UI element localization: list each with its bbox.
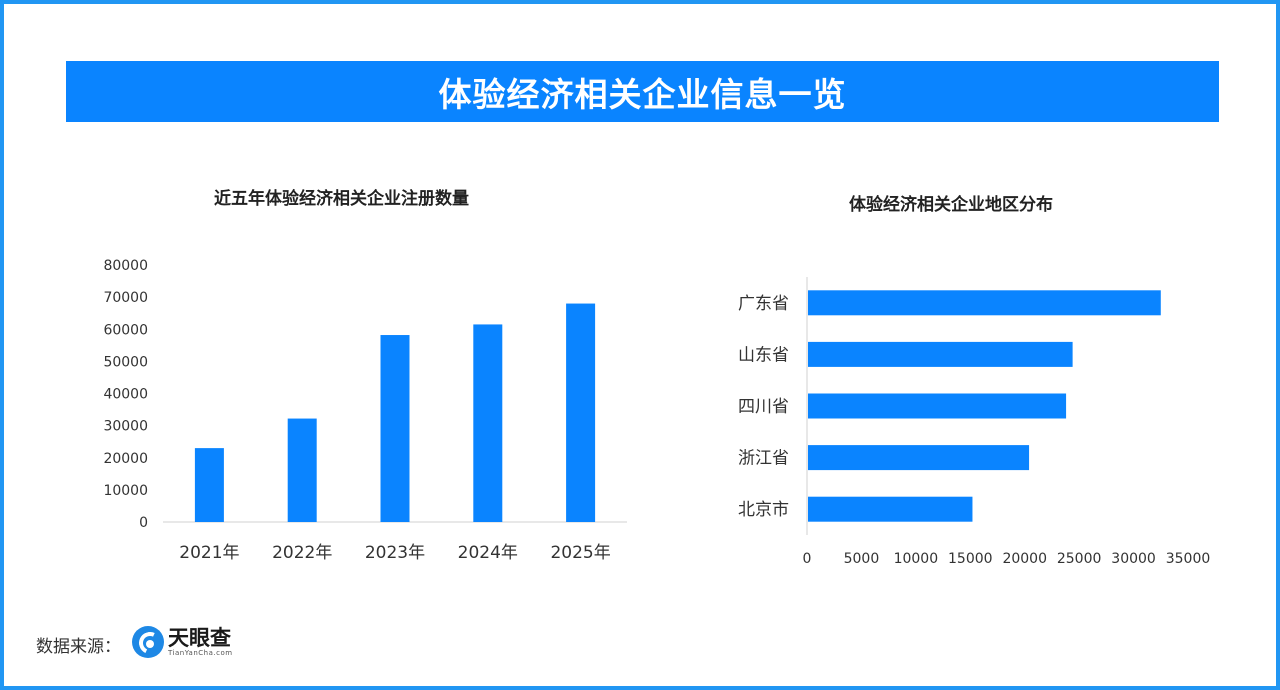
header-banner: 体验经济相关企业信息一览 [66, 61, 1219, 122]
y-tick-label: 40000 [103, 387, 148, 403]
y-tick-label: 0 [139, 515, 148, 531]
bar [808, 445, 1030, 471]
logo-sub: TianYanCha.com [168, 648, 233, 657]
y-tick-label: 60000 [103, 322, 148, 338]
bar [808, 341, 1073, 367]
y-tick-label: 20000 [103, 451, 148, 467]
y-category-label: 广东省 [738, 294, 789, 314]
bar-chart-title: 近五年体验经济相关企业注册数量 [214, 189, 469, 209]
y-category-label: 四川省 [738, 397, 789, 417]
bar [808, 393, 1067, 419]
bar [194, 448, 224, 522]
bar [808, 496, 973, 522]
x-tick-label: 5000 [844, 551, 880, 567]
hbar-chart-title: 体验经济相关企业地区分布 [849, 195, 1053, 215]
y-category-label: 山东省 [738, 345, 789, 365]
x-tick-label: 10000 [894, 551, 939, 567]
y-category-label: 北京市 [738, 500, 789, 520]
source-label: 数据来源： [36, 637, 121, 657]
x-tick-label: 25000 [1057, 551, 1102, 567]
tianyancha-logo: 天眼查 TianYanCha.com [132, 626, 233, 658]
logo-name: 天眼查 [168, 625, 231, 650]
x-tick-label: 15000 [948, 551, 993, 567]
page-title: 体验经济相关企业信息一览 [438, 74, 847, 114]
tianyancha-eye-icon [132, 626, 164, 658]
bar [473, 324, 503, 522]
x-tick-label: 2022年 [272, 543, 332, 563]
bar [380, 335, 410, 522]
y-tick-label: 10000 [103, 483, 148, 499]
y-tick-label: 30000 [103, 419, 148, 435]
x-tick-label: 2021年 [179, 543, 239, 563]
y-tick-label: 50000 [103, 354, 148, 370]
x-tick-label: 35000 [1166, 551, 1211, 567]
y-category-label: 浙江省 [738, 449, 789, 469]
x-tick-label: 2023年 [365, 543, 425, 563]
x-tick-label: 2024年 [458, 543, 518, 563]
x-tick-label: 20000 [1002, 551, 1047, 567]
x-tick-label: 0 [803, 551, 812, 567]
y-tick-label: 70000 [103, 290, 148, 306]
x-tick-label: 30000 [1111, 551, 1156, 567]
bar [287, 418, 317, 522]
bar [566, 303, 596, 522]
x-tick-label: 2025年 [550, 543, 610, 563]
y-tick-label: 80000 [103, 258, 148, 274]
bar [808, 290, 1161, 316]
